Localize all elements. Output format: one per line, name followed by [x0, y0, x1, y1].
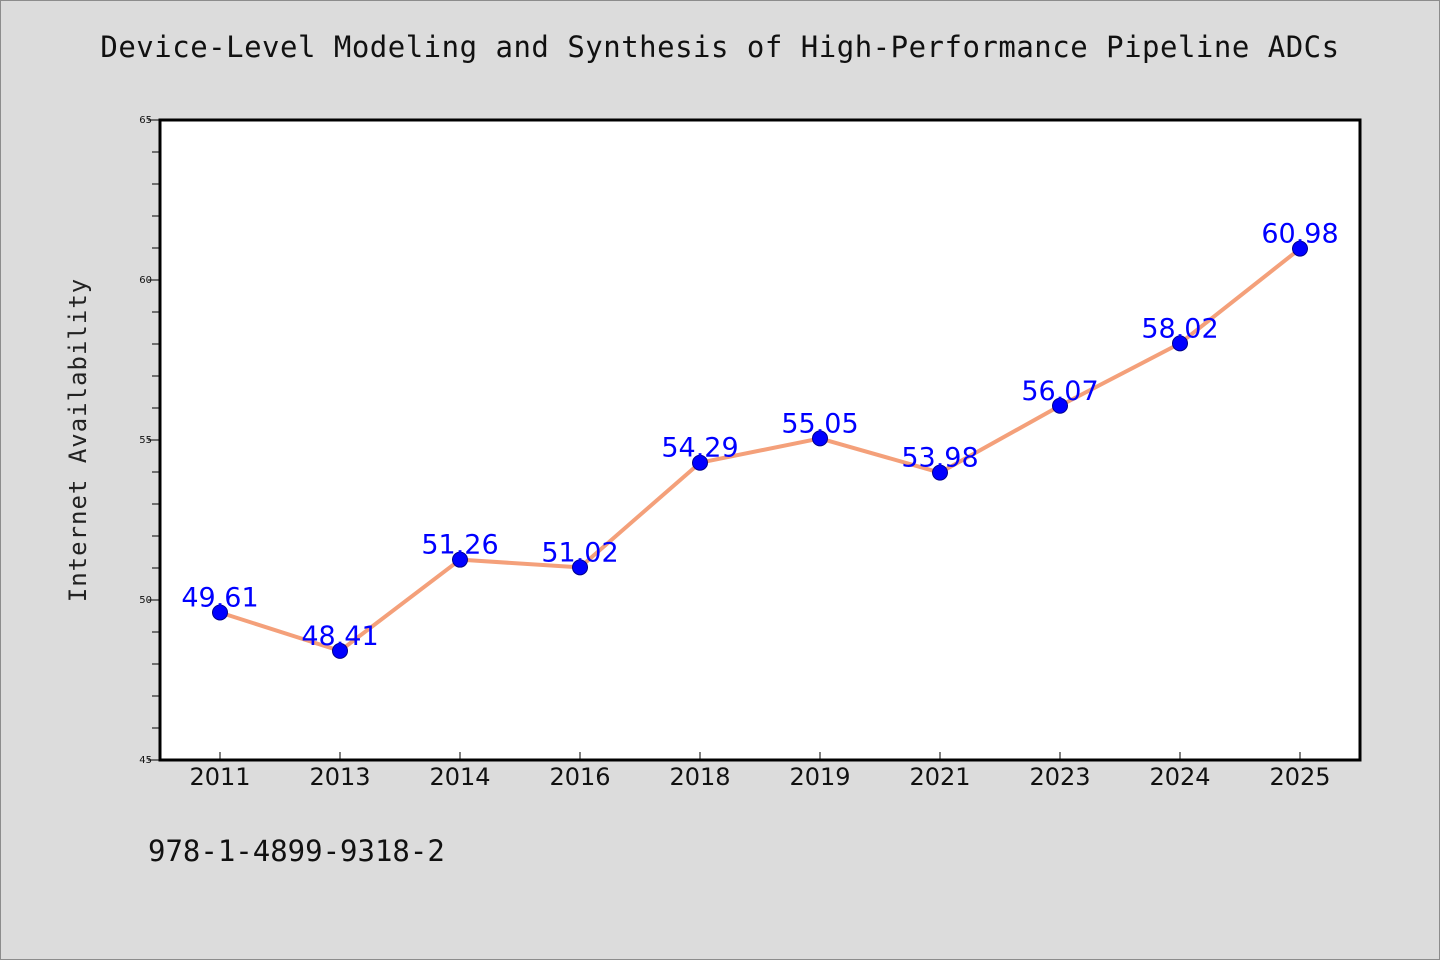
data-series [212, 240, 1308, 659]
data-point [572, 559, 588, 576]
y-tick-label: 65 [139, 115, 152, 126]
y-tick-label: 50 [139, 595, 152, 606]
y-tick-label: 45 [139, 755, 152, 766]
y-axis-label: Internet Availability [64, 278, 92, 602]
y-tick-label: 60 [139, 275, 152, 286]
data-label: 49.61 [181, 582, 258, 613]
data-label: 51.02 [541, 537, 618, 568]
x-tick-label: 2023 [1029, 763, 1090, 791]
x-tick-label: 2021 [909, 763, 970, 791]
x-tick-label: 2011 [189, 763, 250, 791]
x-tick-label: 2016 [549, 763, 610, 791]
data-label: 48.41 [301, 621, 378, 652]
data-label: 55.05 [781, 408, 858, 439]
x-tick-label: 2013 [309, 763, 370, 791]
data-point [812, 430, 828, 447]
data-point [932, 464, 948, 481]
data-point [212, 604, 228, 621]
data-label: 53.98 [901, 443, 978, 474]
plot-area [158, 118, 1362, 762]
data-label: 51.26 [421, 530, 498, 561]
x-tick-label: 2018 [669, 763, 730, 791]
data-point [1172, 335, 1188, 352]
plot-frame [158, 118, 1362, 762]
data-point [692, 454, 708, 471]
chart-title: Device-Level Modeling and Synthesis of H… [100, 30, 1340, 64]
x-axis: 2011 2013 2014 2016 2018 2019 2021 2023 2024 2025 [189, 752, 1331, 791]
x-tick-label: 2014 [429, 763, 490, 791]
x-tick-label: 2025 [1269, 763, 1330, 791]
y-tick-label: 55 [139, 435, 152, 446]
x-tick-label: 2024 [1149, 763, 1210, 791]
data-point [1052, 397, 1068, 414]
data-label: 60.98 [1261, 219, 1338, 250]
data-label: 58.02 [1141, 313, 1218, 344]
y-axis: 45 50 55 60 65 [139, 115, 160, 766]
isbn-text: 978-1-4899-9318-2 [148, 834, 445, 868]
data-point [332, 642, 348, 659]
data-label: 54.29 [661, 433, 738, 464]
data-point [1292, 240, 1308, 257]
data-labels: 49.61 48.41 51.26 51.02 54.29 55.05 53.98 56.07… [181, 219, 1338, 652]
data-label: 56.07 [1021, 376, 1098, 407]
series-line [219, 247, 1302, 653]
data-point [452, 551, 468, 568]
x-tick-label: 2019 [789, 763, 850, 791]
